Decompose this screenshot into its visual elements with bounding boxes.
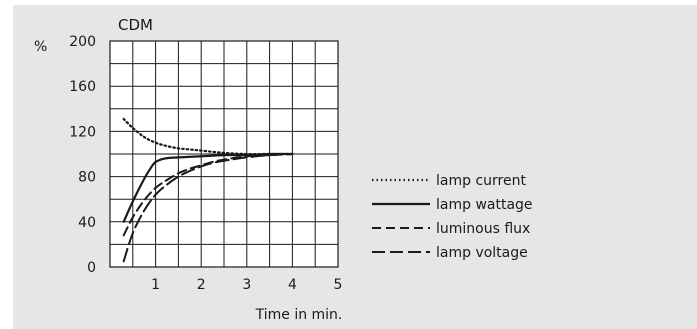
y-tick-label: 120 xyxy=(69,124,96,140)
x-tick-label: 4 xyxy=(288,277,297,293)
x-axis-label: Time in min. xyxy=(255,307,343,323)
x-tick-label: 5 xyxy=(334,277,343,293)
grid xyxy=(109,40,339,268)
chart-title: CDM xyxy=(118,16,153,34)
x-tick-label: 3 xyxy=(242,277,251,293)
y-tick-label: 40 xyxy=(78,215,96,231)
y-tick-label: 0 xyxy=(87,260,96,276)
series-luminous-flux xyxy=(122,153,294,237)
legend-label: lamp current xyxy=(436,173,526,189)
x-tick-labels: 1 2 3 4 5 xyxy=(151,277,342,293)
y-tick-labels: 0 40 80 120 160 200 xyxy=(69,34,96,276)
y-tick-label: 200 xyxy=(69,34,96,50)
y-tick-label: 80 xyxy=(78,170,96,186)
legend-label: lamp voltage xyxy=(436,245,528,261)
legend-label: lamp wattage xyxy=(436,197,533,213)
legend-label: luminous flux xyxy=(436,221,530,237)
y-tick-label: 160 xyxy=(69,79,96,95)
series-lamp-wattage xyxy=(122,152,294,223)
x-tick-label: 2 xyxy=(197,277,206,293)
y-axis-label: % xyxy=(34,39,47,55)
x-tick-label: 1 xyxy=(151,277,160,293)
series-lines xyxy=(122,117,294,263)
legend: lamp current lamp wattage luminous flux lam… xyxy=(372,173,533,261)
series-lamp-voltage xyxy=(122,153,294,263)
